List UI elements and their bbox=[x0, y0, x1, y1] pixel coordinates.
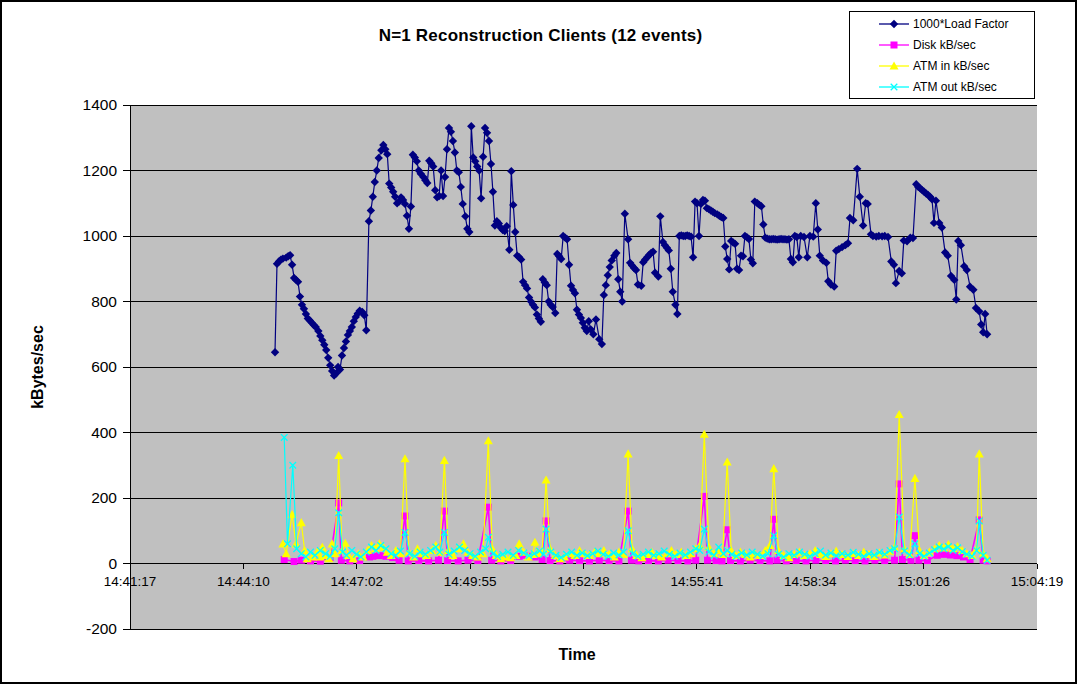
y-tick-label: 1000 bbox=[83, 227, 118, 244]
x-tick-label: 14:49:55 bbox=[444, 574, 497, 589]
y-tick-label: 1200 bbox=[83, 162, 118, 179]
y-tick-label: -200 bbox=[86, 620, 117, 637]
chart-frame[interactable]: N=1 Reconstruction Clients (12 events) -… bbox=[0, 0, 1077, 684]
legend-item-disk-kb-sec[interactable]: Disk kB/sec bbox=[879, 34, 1034, 55]
legend-label: ATM in kB/sec bbox=[913, 59, 989, 73]
x-marker-icon bbox=[879, 81, 909, 93]
x-axis-title: Time bbox=[497, 646, 657, 664]
x-tick-label: 15:04:19 bbox=[1011, 574, 1064, 589]
y-tick-label: 1400 bbox=[83, 96, 118, 113]
x-tick-label: 14:58:34 bbox=[784, 574, 837, 589]
y-tick-label: 800 bbox=[91, 293, 117, 310]
diamond-marker-icon bbox=[879, 18, 909, 30]
plot-svg[interactable]: -200 0 200 400 600 800 1000 1200 1400 14:41:17 14:… bbox=[2, 2, 1077, 684]
x-tick-label: 14:52:48 bbox=[557, 574, 610, 589]
square-marker-icon bbox=[879, 39, 909, 51]
legend-item-atm-out-kb-sec[interactable]: ATM out kB/sec bbox=[879, 76, 1034, 97]
y-tick-label: 400 bbox=[91, 424, 117, 441]
legend-item-atm-in-kb-sec[interactable]: ATM in kB/sec bbox=[879, 55, 1034, 76]
legend[interactable]: 1000*Load Factor Disk kB/sec ATM in kB/sec… bbox=[849, 11, 1035, 99]
x-tick-label: 14:44:10 bbox=[217, 574, 270, 589]
x-tick-label: 14:47:02 bbox=[330, 574, 383, 589]
legend-item-1000-load-factor[interactable]: 1000*Load Factor bbox=[879, 13, 1034, 34]
x-tick-label: 15:01:26 bbox=[897, 574, 950, 589]
y-tick-label: 0 bbox=[108, 555, 117, 572]
legend-label: 1000*Load Factor bbox=[913, 17, 1008, 31]
legend-label: Disk kB/sec bbox=[913, 38, 976, 52]
x-tick-label: 14:55:41 bbox=[671, 574, 724, 589]
triangle-marker-icon bbox=[879, 60, 909, 72]
legend-label: ATM out kB/sec bbox=[913, 80, 997, 94]
y-tick-label: 200 bbox=[91, 489, 117, 506]
y-axis-title: kBytes/sec bbox=[29, 272, 49, 462]
y-tick-label: 600 bbox=[91, 358, 117, 375]
x-tick-label: 14:41:17 bbox=[104, 574, 157, 589]
